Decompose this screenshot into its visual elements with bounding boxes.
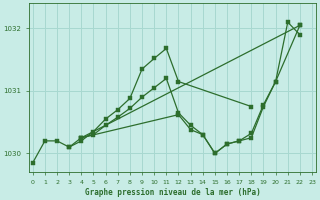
X-axis label: Graphe pression niveau de la mer (hPa): Graphe pression niveau de la mer (hPa) [84,188,260,197]
